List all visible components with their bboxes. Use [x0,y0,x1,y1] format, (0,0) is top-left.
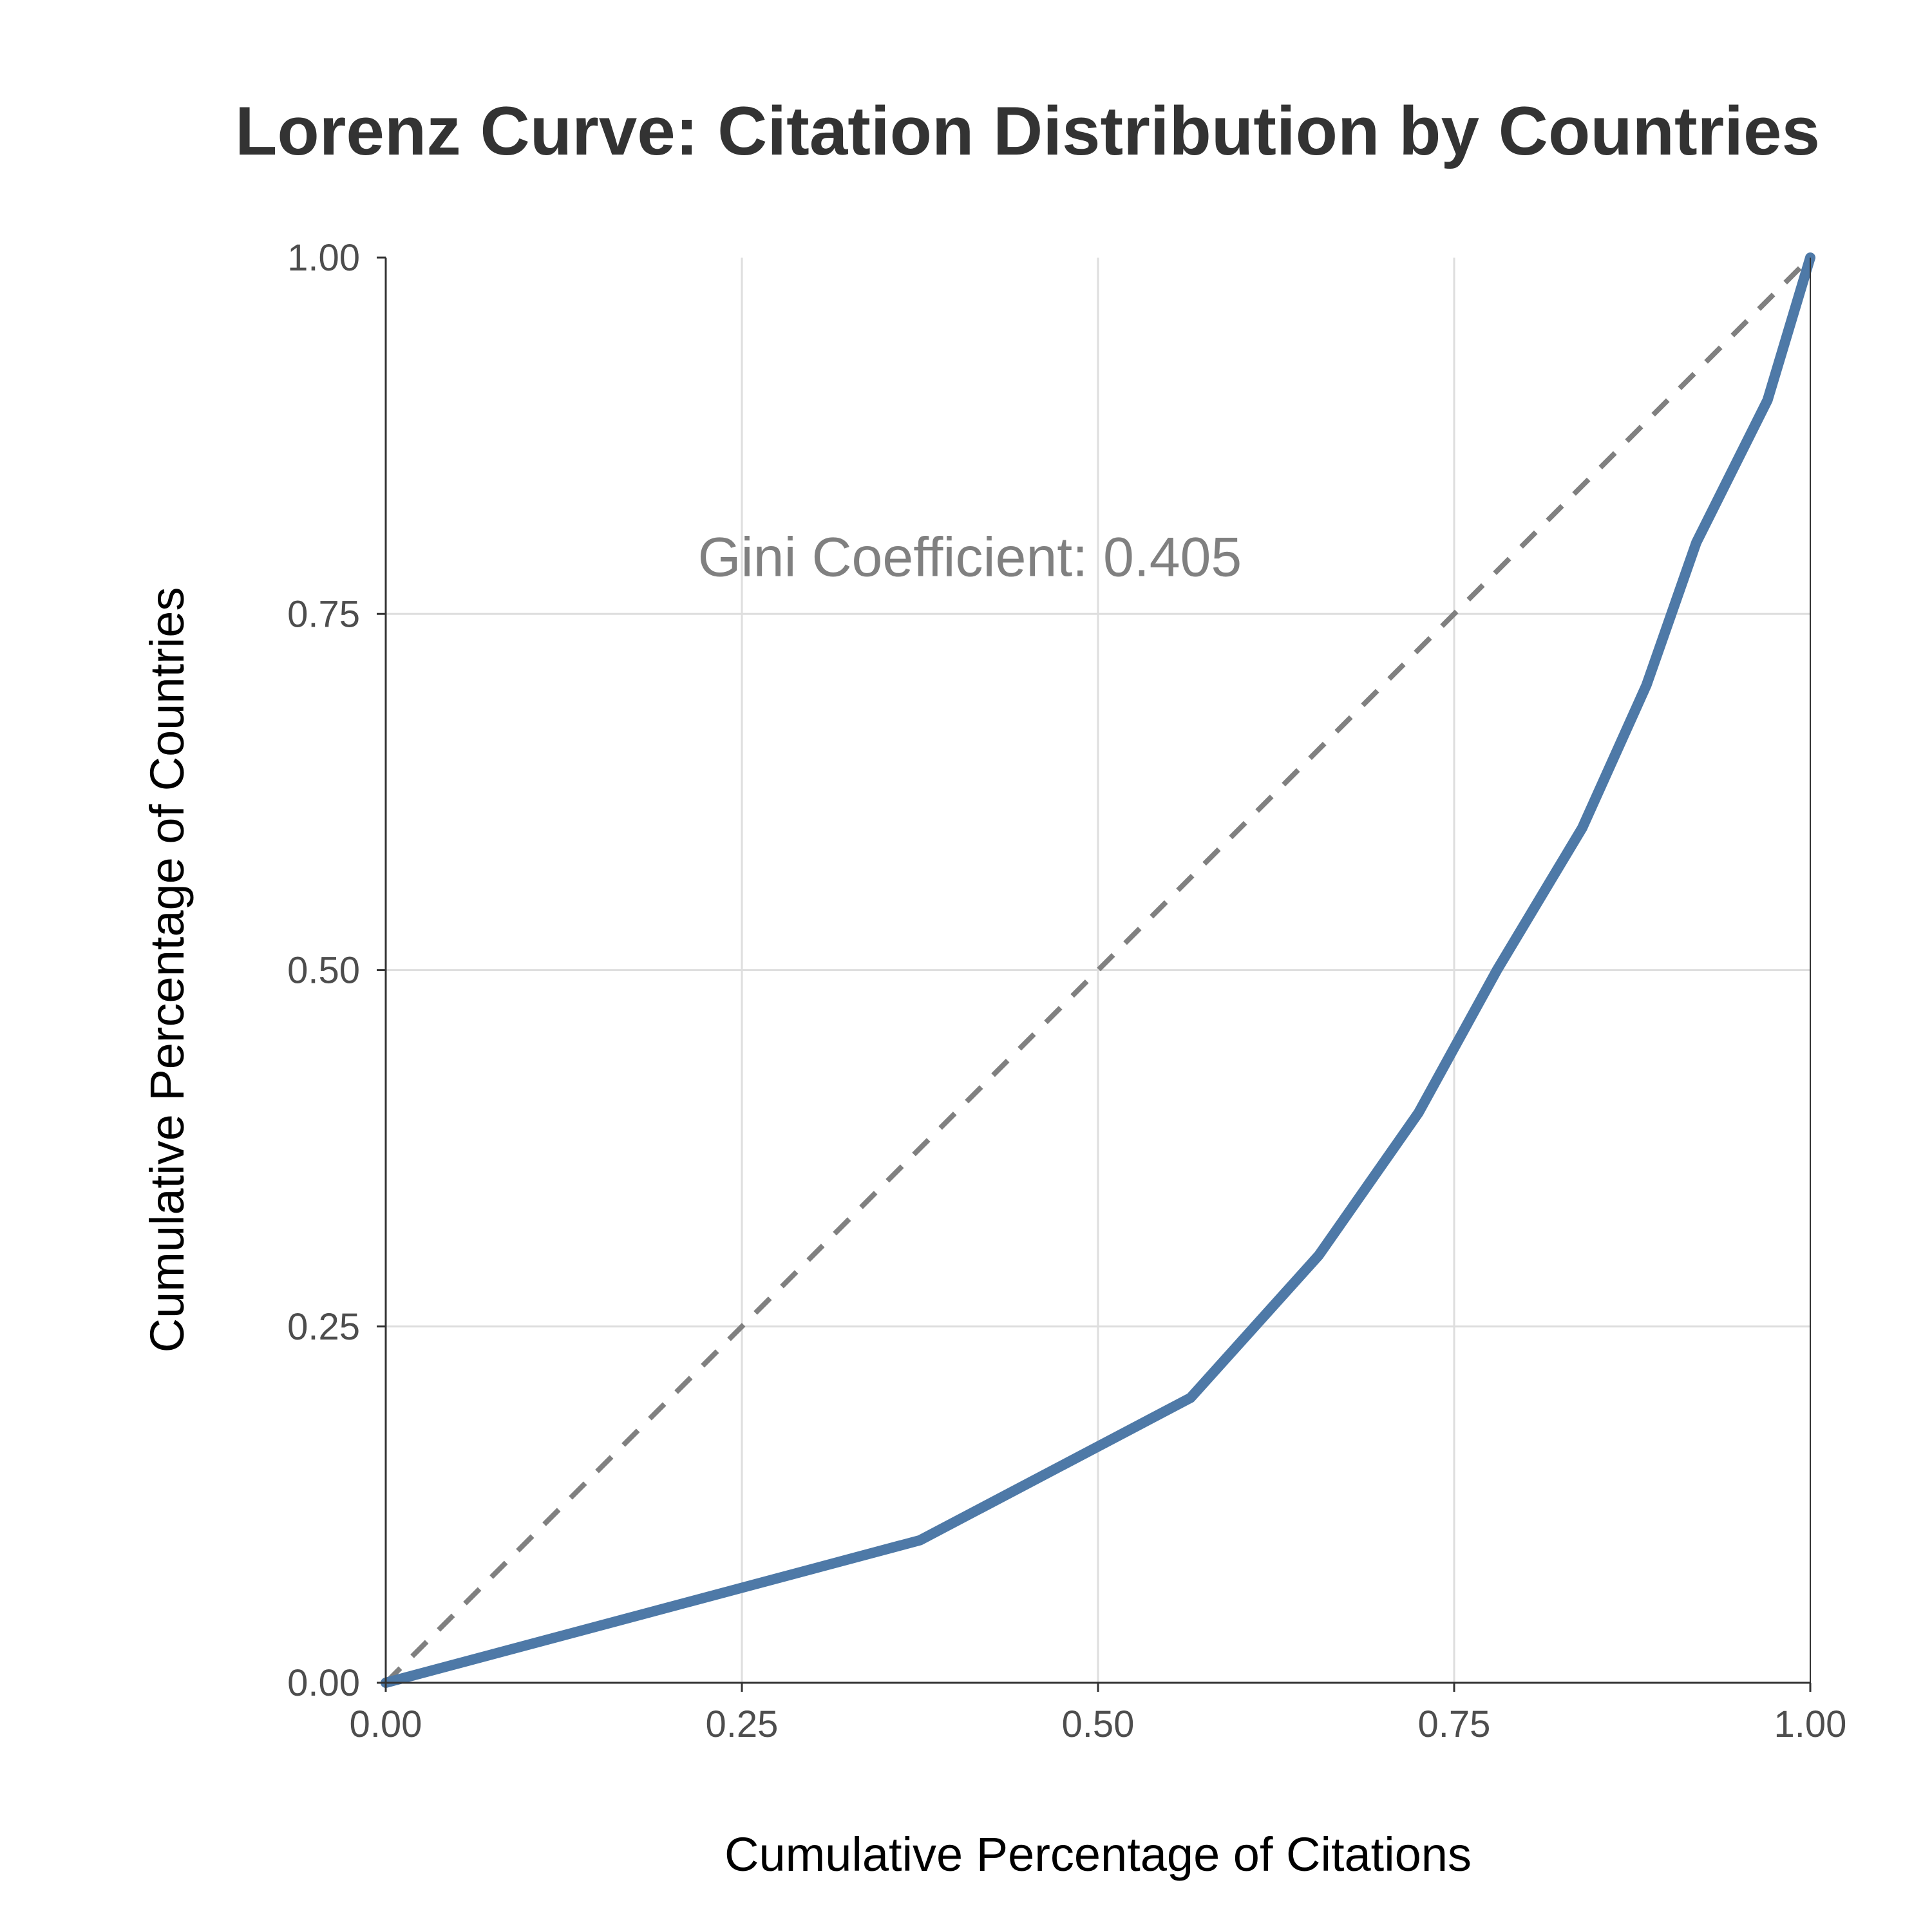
x-axis-title: Cumulative Percentage of Citations [724,1828,1472,1881]
x-tick-label: 0.50 [1062,1703,1135,1745]
y-tick-label: 1.00 [287,237,360,279]
tick-labels: 0.00 0.25 0.50 0.75 1.00 0.00 0.25 0.50 0.75 1.00 [287,237,1846,1745]
y-tick-label: 0.25 [287,1306,360,1348]
chart-title: Lorenz Curve: Citation Distribution by C… [235,92,1820,169]
gini-annotation: Gini Coefficient: 0.405 [698,527,1242,589]
x-tick-label: 1.00 [1774,1703,1847,1745]
lorenz-curve-line [381,252,1815,1688]
grid-lines [386,258,1810,1683]
x-tick-label: 0.75 [1418,1703,1491,1745]
x-tick-label: 0.00 [350,1703,422,1745]
y-tick-label: 0.00 [287,1662,360,1704]
axes [377,256,1812,1692]
y-tick-label: 0.50 [287,950,360,992]
series-layer [381,252,1815,1688]
x-tick-label: 0.25 [706,1703,779,1745]
annotations: Gini Coefficient: 0.405 [698,527,1242,589]
y-axis-title: Cumulative Percentage of Countries [140,587,194,1353]
y-tick-label: 0.75 [287,593,360,635]
